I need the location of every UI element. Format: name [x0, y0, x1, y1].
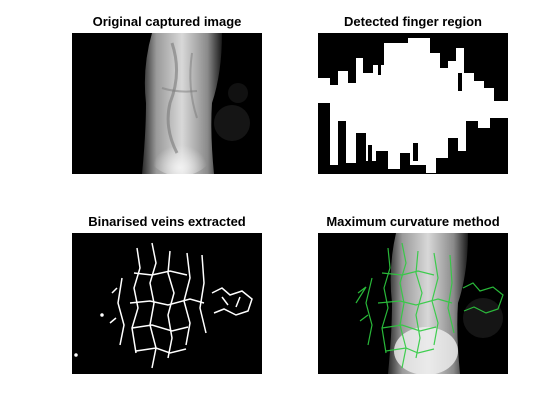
max-curvature-overlay-image: [318, 233, 508, 374]
finger-region-mask-image: [318, 33, 508, 174]
panel-max-curvature: Maximum curvature method: [318, 212, 508, 374]
panel-binarised-veins: Binarised veins extracted: [72, 212, 262, 374]
panel-title-binarised-veins: Binarised veins extracted: [72, 214, 262, 229]
panel-title-detected-region: Detected finger region: [318, 14, 508, 29]
panel-title-max-curvature: Maximum curvature method: [318, 214, 508, 229]
original-finger-image: [72, 33, 262, 174]
panel-title-original: Original captured image: [72, 14, 262, 29]
panel-original: Original captured image: [72, 12, 262, 174]
binarised-veins-image: [72, 233, 262, 374]
panel-detected-region: Detected finger region: [318, 12, 508, 174]
